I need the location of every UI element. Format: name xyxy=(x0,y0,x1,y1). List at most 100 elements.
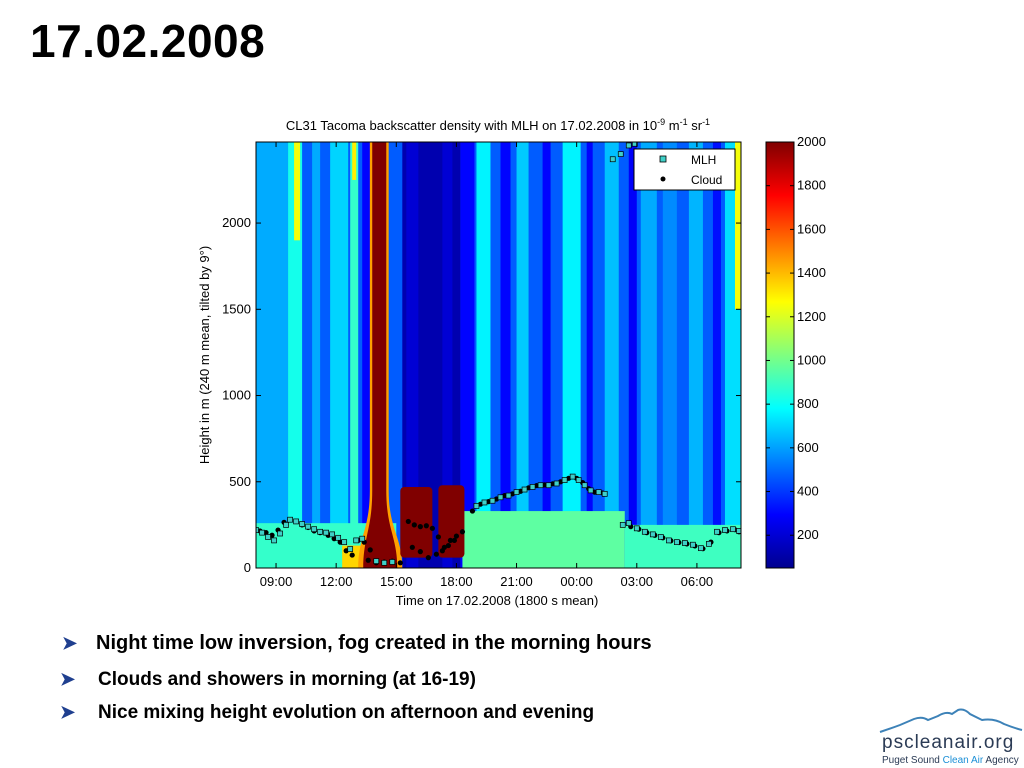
colorbar-tick-label: 200 xyxy=(797,527,819,542)
legend-mlh-label: MLH xyxy=(691,153,716,167)
agency-logo: pscleanair.org Puget Sound Clean Air Age… xyxy=(878,708,1024,768)
cloud-point xyxy=(425,555,431,561)
cloud-point xyxy=(459,529,466,535)
mlh-point xyxy=(341,539,348,545)
mlh-point xyxy=(283,522,289,528)
cloud-point xyxy=(451,537,458,544)
mlh-point xyxy=(657,534,664,540)
logo-tag-part: Puget Sound xyxy=(882,755,943,766)
cloud-point xyxy=(397,560,403,566)
logo-tagline: Puget Sound Clean Air Agency xyxy=(882,755,1019,766)
slide-title: 17.02.2008 xyxy=(30,15,266,67)
cloud-point xyxy=(453,533,460,539)
colorbar-tick-label: 1000 xyxy=(797,352,826,367)
cloud-point xyxy=(417,524,423,530)
mlh-point xyxy=(299,521,305,527)
colorbar-tick-label: 1400 xyxy=(797,265,826,280)
mlh-point xyxy=(505,492,512,499)
mlh-point xyxy=(674,539,680,545)
colorbar-tick-label: 800 xyxy=(797,396,819,411)
mlh-point xyxy=(265,534,271,540)
bullet-text: Clouds and showers in morning (at 16-19) xyxy=(98,669,476,690)
heatmap-cell xyxy=(476,142,491,568)
colorbar-tick-label: 2000 xyxy=(797,134,826,149)
mlh-point xyxy=(619,522,626,528)
colorbar-tick-label: 1800 xyxy=(797,178,826,193)
heatmap-cell xyxy=(712,142,721,568)
cloud-point xyxy=(405,518,411,525)
arrow-bullet-icon: ➤ xyxy=(60,669,76,689)
heatmap-cell xyxy=(256,142,289,568)
heatmap-cell xyxy=(586,142,593,568)
cloud-point xyxy=(411,522,417,528)
x-tick-label: 12:00 xyxy=(320,574,353,589)
colorbar xyxy=(765,141,795,569)
bullet-text: Night time low inversion, fog created in… xyxy=(96,632,652,654)
mlh-point xyxy=(666,537,672,544)
heatmap-cell xyxy=(330,142,349,568)
mlh-point xyxy=(329,531,336,538)
cloud-point xyxy=(349,552,355,558)
heatmap-cell xyxy=(362,142,371,568)
mlh-point xyxy=(473,503,480,509)
cloud-point xyxy=(447,537,454,544)
x-tick-label: 00:00 xyxy=(560,574,593,589)
heatmap-cell xyxy=(562,142,581,568)
x-tick-label: 06:00 xyxy=(681,574,714,589)
mlh-point xyxy=(513,489,520,495)
y-tick-label: 0 xyxy=(244,560,251,575)
cloud-point xyxy=(439,548,445,554)
cloud-point xyxy=(435,534,441,540)
mlh-point xyxy=(381,559,388,566)
mlh-point xyxy=(625,520,632,527)
colorbar-tick-label: 1600 xyxy=(797,221,826,236)
mlh-point xyxy=(649,531,656,538)
mlh-point xyxy=(553,480,560,487)
heatmap-cell xyxy=(688,142,703,568)
mlh-point xyxy=(323,529,329,536)
mlh-point xyxy=(271,537,277,544)
heatmap-cell xyxy=(352,142,357,180)
legend-cloud-marker xyxy=(660,176,666,182)
mlh-point xyxy=(714,528,720,535)
mlh-point xyxy=(529,484,536,490)
legend-cloud-label: Cloud xyxy=(691,173,722,187)
colorbar-tick-label: 1200 xyxy=(797,309,826,324)
bullet-item: ➤ Clouds and showers in morning (at 16-19… xyxy=(60,669,476,691)
arrow-bullet-icon: ➤ xyxy=(60,702,76,722)
mlh-point xyxy=(682,540,688,546)
mlh-point xyxy=(489,497,496,504)
mlh-point xyxy=(317,528,323,535)
arrow-bullet-icon: ➤ xyxy=(62,633,78,653)
mlh-point xyxy=(293,518,299,525)
mlh-point xyxy=(617,151,624,157)
cloud-block xyxy=(400,486,433,558)
cloud-point xyxy=(367,547,373,553)
mlh-point xyxy=(287,516,293,523)
heatmap-cell xyxy=(312,142,321,568)
mlh-point xyxy=(259,529,265,536)
colorbar-ticks: 200 400 600 800 1000 1200 1400 1600 1800 2000 xyxy=(766,134,826,542)
y-tick-label: 1500 xyxy=(222,301,251,316)
cloud-point xyxy=(469,508,476,514)
legend-mlh-marker xyxy=(659,155,667,163)
heatmap-cell xyxy=(350,142,359,568)
logo-wordmark: pscleanair.org xyxy=(882,732,1015,753)
mlh-point xyxy=(625,142,632,149)
colorbar-tick-label: 400 xyxy=(797,484,819,499)
heatmap-cell xyxy=(288,142,303,568)
mlh-point xyxy=(609,156,616,163)
mlh-point xyxy=(347,546,354,552)
cloud-point xyxy=(423,523,429,529)
bullet-item: ➤ Night time low inversion, fog created i… xyxy=(62,632,652,655)
heatmap-cell xyxy=(604,142,619,568)
x-tick-label: 18:00 xyxy=(440,574,473,589)
mlh-point xyxy=(722,527,728,533)
heatmap xyxy=(256,142,741,568)
cloud-point xyxy=(429,525,435,531)
mlh-point xyxy=(497,494,504,501)
heatmap-cell xyxy=(734,142,741,310)
mlh-point xyxy=(359,535,366,542)
heatmap-cell xyxy=(460,142,475,568)
cloud-point xyxy=(409,544,415,550)
